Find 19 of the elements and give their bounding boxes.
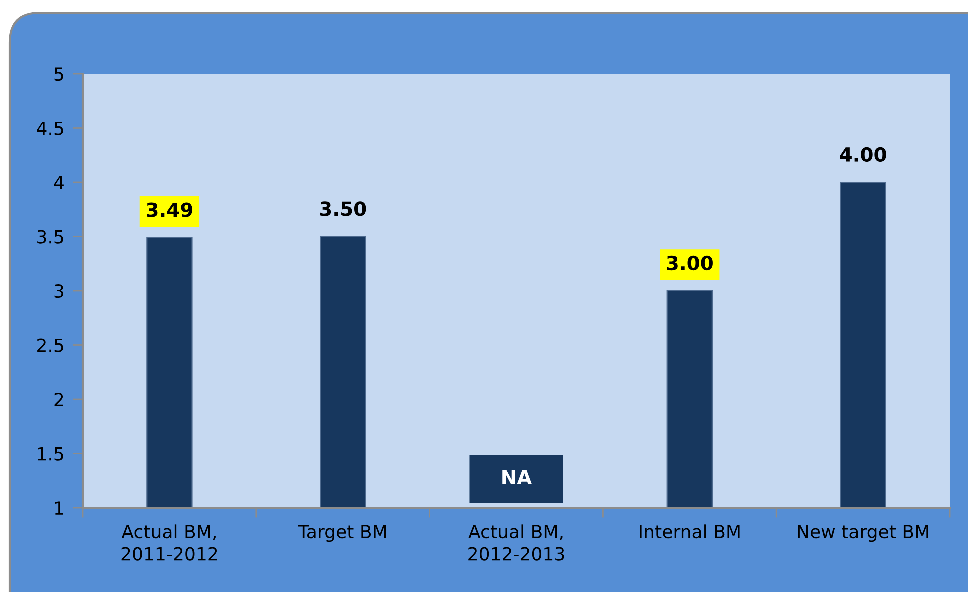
- x-tick-label: Internal BM: [640, 524, 740, 539]
- x-tick-label: New target BM: [798, 525, 928, 542]
- x-tick-label: Target BM: [298, 525, 386, 542]
- y-tick-label: 4.5: [37, 122, 64, 136]
- x-tick-label: Actual BM, 2012-2013: [468, 524, 564, 561]
- y-tick-label: 5: [54, 68, 64, 82]
- data-label: 3.49: [147, 202, 192, 218]
- y-tick-label: 3: [54, 284, 64, 298]
- text: NA: [502, 470, 532, 485]
- data-label: 3.00: [667, 256, 713, 271]
- x-tick-label: Actual BM, 2011-2012: [122, 524, 218, 561]
- y-tick-label: 2.5: [38, 338, 64, 352]
- data-label: 4.00: [840, 147, 886, 162]
- y-tick-label: 1.5: [38, 447, 64, 461]
- y-tick-label: 2: [54, 392, 64, 406]
- y-tick-label: 4: [54, 176, 64, 190]
- y-tick-label: 1: [55, 502, 64, 515]
- data-label: 3.50: [320, 202, 366, 216]
- y-tick-label: 3.5: [38, 230, 64, 244]
